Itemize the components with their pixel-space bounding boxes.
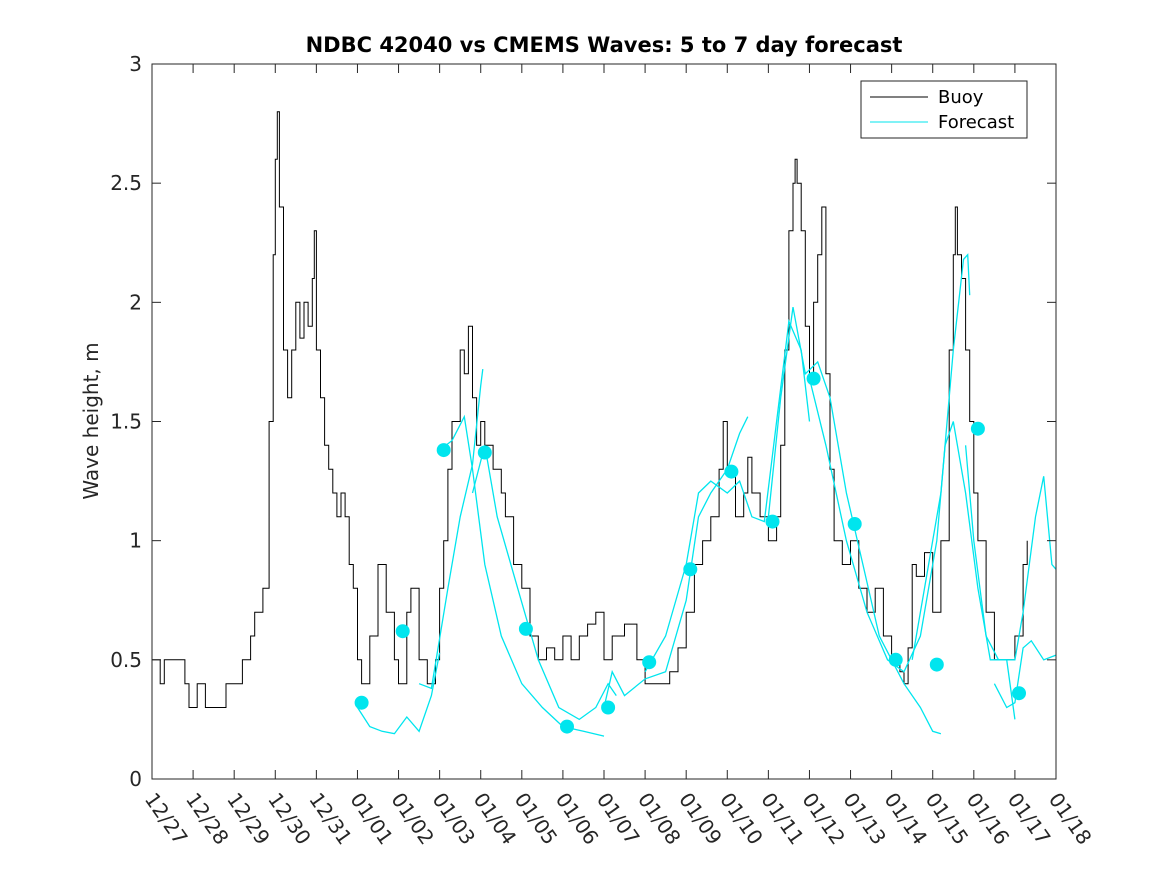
y-axis-label: Wave height, m bbox=[79, 342, 103, 499]
forecast-marker-11 bbox=[765, 514, 780, 529]
y-tick-label: 2.5 bbox=[110, 171, 142, 195]
forecast-marker-7 bbox=[601, 700, 616, 715]
chart-title: NDBC 42040 vs CMEMS Waves: 5 to 7 day fo… bbox=[306, 33, 903, 57]
forecast-series-line-5 bbox=[603, 416, 749, 708]
forecast-marker-17 bbox=[1012, 686, 1026, 701]
forecast-marker-12 bbox=[806, 371, 821, 386]
plot-area bbox=[152, 64, 1056, 779]
y-tick-label: 3 bbox=[129, 52, 142, 76]
y-tick-label: 1.5 bbox=[110, 410, 142, 434]
legend-box bbox=[860, 80, 1028, 139]
forecast-series-line-9 bbox=[911, 253, 971, 660]
buoy-series-line bbox=[152, 111, 1028, 708]
forecast-series-line-4 bbox=[471, 445, 617, 721]
forecast-series-line-10 bbox=[964, 445, 1057, 661]
y-tick-label: 1 bbox=[129, 529, 142, 553]
forecast-marker-1 bbox=[354, 695, 369, 710]
forecast-marker-5 bbox=[518, 621, 533, 636]
forecast-marker-9 bbox=[683, 562, 698, 577]
y-tick-label: 2 bbox=[129, 290, 142, 314]
data-layer bbox=[152, 111, 1057, 737]
forecast-marker-4 bbox=[477, 445, 492, 460]
forecast-marker-6 bbox=[560, 719, 574, 734]
forecast-marker-15 bbox=[929, 657, 944, 672]
legend: Buoy Forecast bbox=[860, 80, 1028, 139]
forecast-marker-16 bbox=[970, 421, 985, 436]
y-tick-label: 0.5 bbox=[110, 648, 142, 672]
forecast-series-line-2 bbox=[418, 369, 484, 690]
y-tick-label: 0 bbox=[129, 767, 142, 791]
forecast-marker-3 bbox=[436, 443, 451, 458]
forecast-series-line-11 bbox=[993, 639, 1057, 709]
forecast-marker-10 bbox=[724, 464, 739, 479]
forecast-series-line-1 bbox=[356, 652, 441, 735]
forecast-marker-13 bbox=[847, 517, 862, 531]
forecast-marker-2 bbox=[395, 624, 410, 639]
legend-buoy-label: Buoy bbox=[938, 87, 984, 108]
forecast-marker-14 bbox=[888, 652, 903, 667]
forecast-marker-8 bbox=[642, 655, 657, 670]
legend-forecast-label: Forecast bbox=[938, 112, 1014, 133]
